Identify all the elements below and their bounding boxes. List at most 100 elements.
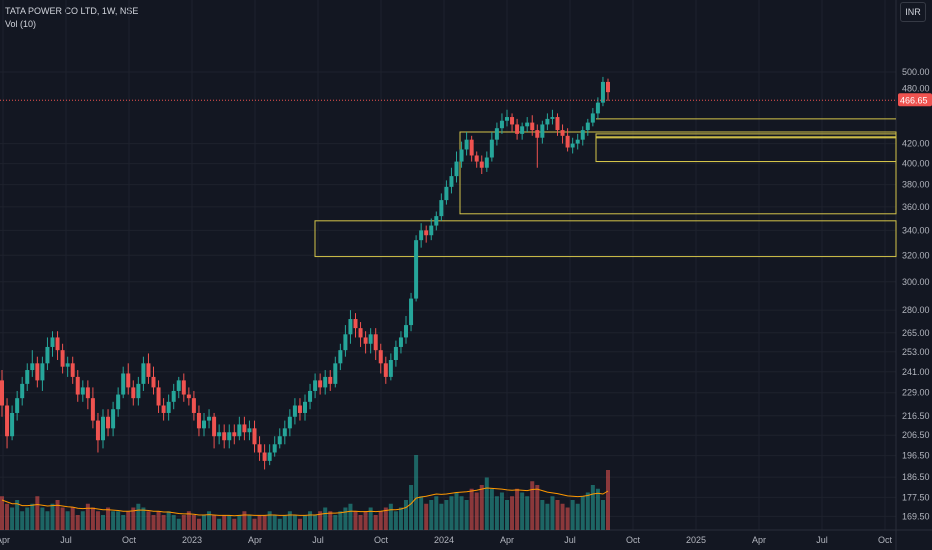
candle-body: [464, 139, 469, 150]
candle-body: [292, 405, 297, 417]
volume-indicator-label: Vol (10): [5, 19, 37, 29]
candle-body: [136, 383, 141, 399]
volume-bar: [580, 496, 585, 530]
candle-body: [65, 363, 70, 367]
volume-bar: [282, 515, 287, 530]
candle-body: [95, 420, 100, 441]
candle-body: [70, 363, 75, 377]
candle-body: [378, 350, 383, 364]
candle-body: [267, 452, 272, 461]
volume-bar: [101, 515, 105, 530]
candle-body: [530, 122, 535, 131]
volume-bar: [368, 507, 373, 530]
candle-body: [232, 432, 237, 437]
y-tick-label: 340.00: [902, 225, 930, 235]
candle-body: [45, 346, 50, 364]
volume-bar: [353, 511, 358, 530]
volume-bar: [297, 518, 302, 530]
zone-box: [595, 136, 897, 163]
volume-bar: [262, 515, 267, 530]
volume-bar: [202, 515, 206, 530]
volume-bar: [414, 455, 419, 530]
volume-bar: [540, 500, 545, 530]
volume-bar: [0, 496, 4, 530]
candle-body: [313, 380, 318, 391]
candle-body: [217, 432, 222, 437]
volume-bar: [489, 488, 494, 530]
candle-body: [424, 230, 429, 236]
candle-body: [15, 398, 20, 413]
y-tick-label: 400.00: [902, 159, 930, 169]
volume-bar: [535, 485, 540, 530]
volume-bar: [207, 511, 212, 530]
candle-body: [484, 157, 489, 168]
volume-bar: [479, 485, 484, 530]
candle-body: [318, 380, 323, 388]
volume-bar: [106, 507, 111, 530]
x-tick-label: Apr: [752, 535, 766, 545]
candle-body: [454, 161, 459, 177]
volume-bar: [252, 518, 257, 530]
candle-body: [409, 298, 414, 326]
candle-body: [328, 376, 333, 384]
candle-body: [383, 363, 388, 377]
volume-bar: [176, 518, 181, 530]
candle-body: [585, 122, 590, 131]
candle-body: [5, 405, 10, 437]
candle-body: [90, 398, 95, 421]
candle-body: [595, 102, 600, 114]
candle-body: [515, 124, 520, 134]
candle-body: [297, 405, 302, 413]
volume-bar: [257, 515, 262, 530]
volume-bar: [383, 507, 388, 530]
candle-body: [459, 149, 464, 162]
candle-body: [333, 363, 338, 384]
currency-selector[interactable]: INR: [900, 2, 926, 22]
volume-bar: [136, 503, 141, 530]
candle-body: [146, 363, 151, 377]
candle-body: [404, 325, 408, 338]
candle-body: [373, 334, 378, 351]
candle-body: [186, 394, 191, 399]
volume-bar: [30, 503, 35, 530]
volume-bar: [338, 511, 343, 530]
volume-bar: [272, 515, 277, 530]
x-tick-label: 2023: [182, 535, 202, 545]
volume-bar: [166, 511, 171, 530]
candle-body: [469, 139, 474, 156]
volume-bar: [161, 515, 166, 530]
zone-box: [459, 131, 897, 215]
volume-bar: [434, 496, 439, 530]
candle-body: [494, 128, 499, 140]
candle-body: [570, 143, 575, 148]
x-tick-label: Jul: [312, 535, 324, 545]
candle-body: [600, 81, 605, 103]
candle-body: [560, 130, 565, 136]
candle-body: [126, 373, 131, 388]
volume-bar: [429, 500, 434, 530]
x-tick-label: 2024: [434, 535, 454, 545]
y-tick-label: 265.00: [902, 328, 930, 338]
volume-bar: [277, 518, 282, 530]
volume-bar: [565, 507, 570, 530]
candle-body: [323, 376, 328, 388]
y-tick-label: 253.00: [902, 347, 930, 357]
candle-body: [176, 380, 181, 391]
volume-bar: [75, 515, 80, 530]
candle-body: [75, 376, 80, 395]
volume-bar: [121, 515, 126, 530]
volume-bar: [323, 507, 328, 530]
candle-body: [181, 380, 186, 395]
volume-bar: [50, 503, 55, 530]
volume-bar: [499, 492, 504, 530]
x-tick-label: Apr: [500, 535, 514, 545]
candle-body: [449, 176, 454, 187]
volume-bar: [15, 500, 20, 530]
candle-body: [303, 401, 307, 413]
candle-body: [166, 401, 171, 413]
candle-body: [237, 424, 242, 437]
y-tick-label: 500.00: [902, 67, 930, 77]
candle-body: [141, 363, 146, 384]
candle-body: [505, 117, 509, 121]
